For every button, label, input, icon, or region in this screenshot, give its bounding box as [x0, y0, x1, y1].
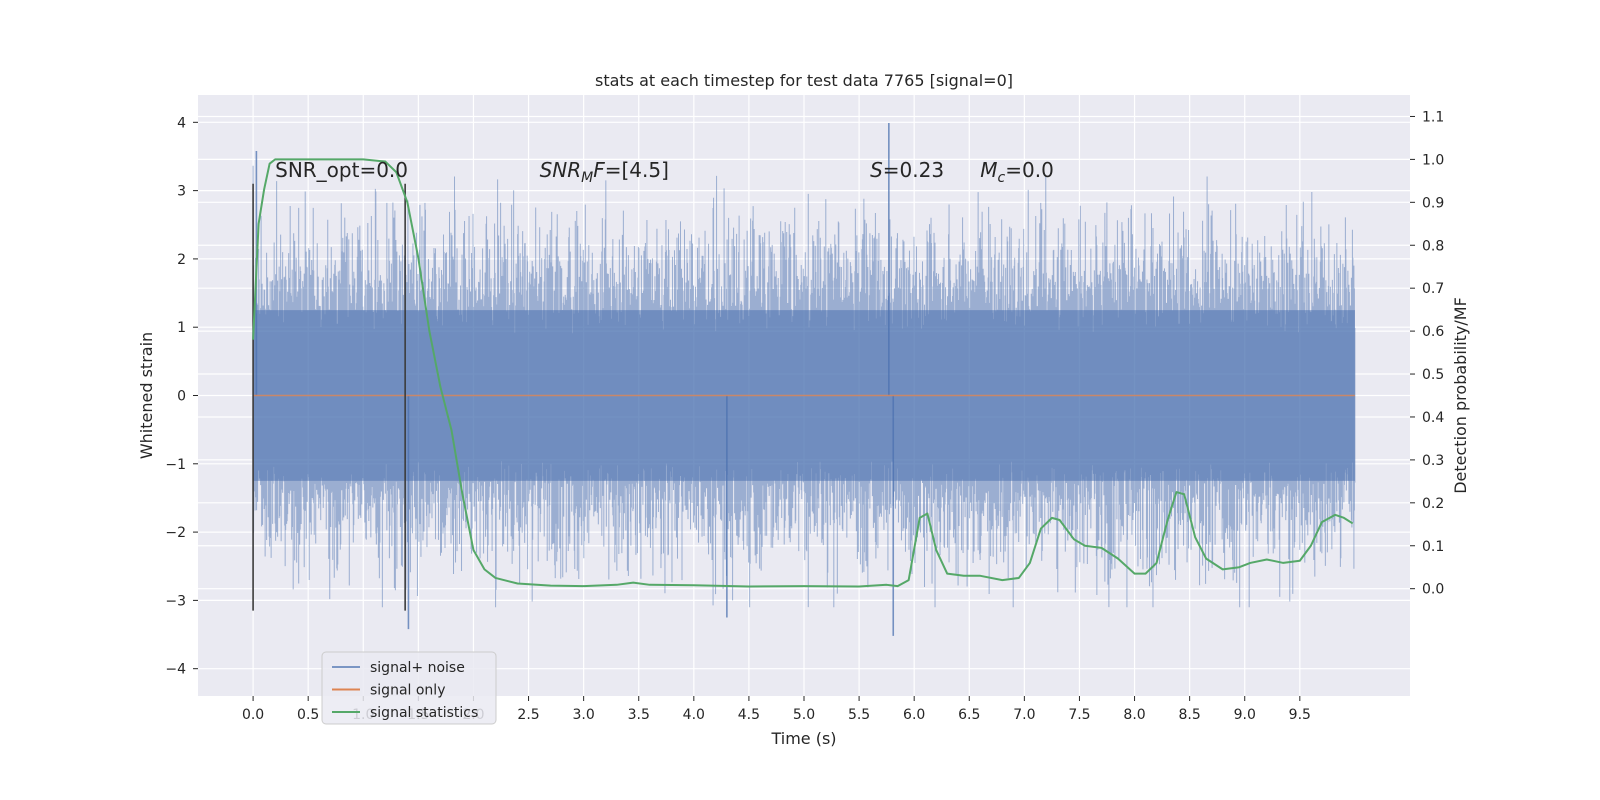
y-axis-right-label: Detection probability/MF — [1451, 297, 1470, 494]
x-tick-label: 8.5 — [1179, 707, 1201, 723]
signal-statistics-line — [252, 158, 1354, 588]
y-tick-label: 2 — [177, 252, 186, 268]
x-tick-label: 5.0 — [793, 707, 815, 723]
x-tick-label: 2.5 — [517, 707, 539, 723]
y-right-tick-label: 0.6 — [1422, 324, 1444, 340]
x-tick-label: 7.5 — [1068, 707, 1090, 723]
x-tick-label: 4.0 — [683, 707, 705, 723]
y-tick-label: −3 — [165, 593, 186, 609]
y-right-tick-label: 0.5 — [1422, 367, 1444, 383]
x-tick-label: 7.0 — [1013, 707, 1035, 723]
legend: signal+ noise signal only signal statistic… — [321, 651, 497, 725]
y-right-tick-label: 0.7 — [1422, 281, 1444, 297]
annotation-text: S=0.23 — [870, 158, 944, 182]
x-tick-label: 5.5 — [848, 707, 870, 723]
y-tick-label: 1 — [177, 320, 186, 336]
y-tick-label: 3 — [177, 184, 186, 200]
legend-box — [321, 651, 497, 725]
annotation-text: Mc=0.0 — [980, 158, 1054, 186]
y-right-tick-label: 0.3 — [1422, 453, 1444, 469]
x-tick-label: 0.0 — [242, 707, 264, 723]
x-tick-label: 3.5 — [628, 707, 650, 723]
legend-entry: signal statistics — [370, 705, 478, 721]
y-right-tick-label: 0.8 — [1422, 238, 1444, 254]
x-tick-label: 6.5 — [958, 707, 980, 723]
x-tick-label: 0.5 — [297, 707, 319, 723]
y-right-tick-label: 0.9 — [1422, 195, 1444, 211]
y-right-tick-label: 0.0 — [1422, 582, 1444, 598]
vertical-markers — [252, 183, 406, 611]
x-tick-label: 9.0 — [1234, 707, 1256, 723]
x-tick-label: 8.0 — [1123, 707, 1145, 723]
annotation-text: SNR_opt=0.0 — [275, 158, 408, 182]
chart-title: stats at each timestep for test data 776… — [595, 71, 1013, 90]
legend-entry: signal+ noise — [370, 660, 465, 676]
y-tick-label: 4 — [177, 115, 186, 131]
y-right-tick-label: 0.4 — [1422, 410, 1444, 426]
legend-entry: signal only — [370, 683, 445, 699]
annotations: SNR_opt=0.0 SNRMF=[4.5] S=0.23 Mc=0.0 — [275, 158, 1054, 186]
y-axis-label: Whitened strain — [137, 332, 156, 459]
y-tick-label: −1 — [165, 457, 186, 473]
tick-labels: 0.00.51.01.52.02.53.03.54.04.55.05.56.06… — [165, 109, 1444, 723]
y-tick-label: −4 — [165, 662, 186, 678]
y-right-tick-label: 1.1 — [1422, 109, 1444, 125]
x-tick-label: 6.0 — [903, 707, 925, 723]
x-tick-label: 4.5 — [738, 707, 760, 723]
x-tick-label: 9.5 — [1289, 707, 1311, 723]
y-tick-label: 0 — [177, 389, 186, 405]
y-tick-label: −2 — [165, 525, 186, 541]
signal-statistics-series — [252, 158, 1354, 588]
y-right-tick-label: 0.1 — [1422, 539, 1444, 555]
x-tick-label: 3.0 — [573, 707, 595, 723]
y-right-tick-label: 1.0 — [1422, 152, 1444, 168]
y-right-tick-label: 0.2 — [1422, 496, 1444, 512]
annotation-text: SNRMF=[4.5] — [540, 158, 669, 186]
x-axis-label: Time (s) — [770, 729, 836, 748]
